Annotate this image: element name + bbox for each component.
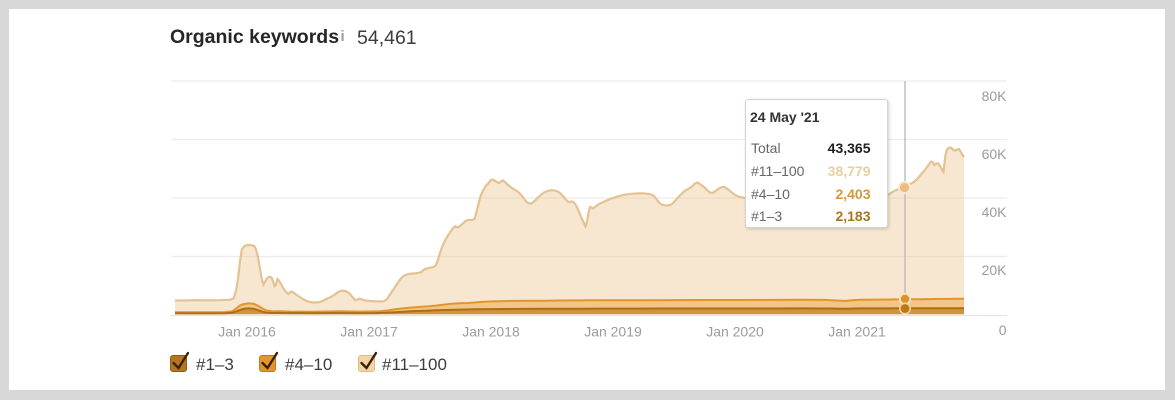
svg-text:Jan 2017: Jan 2017	[340, 324, 398, 340]
svg-text:40K: 40K	[982, 204, 1008, 220]
svg-text:80K: 80K	[982, 88, 1008, 104]
svg-text:Jan 2016: Jan 2016	[218, 324, 276, 340]
svg-text:Jan 2018: Jan 2018	[462, 324, 520, 340]
svg-text:0: 0	[999, 322, 1007, 338]
svg-text:60K: 60K	[982, 146, 1008, 162]
svg-text:20K: 20K	[982, 262, 1008, 278]
svg-text:Jan 2021: Jan 2021	[828, 324, 886, 340]
svg-text:Jan 2020: Jan 2020	[706, 324, 764, 340]
svg-text:Jan 2019: Jan 2019	[584, 324, 642, 340]
